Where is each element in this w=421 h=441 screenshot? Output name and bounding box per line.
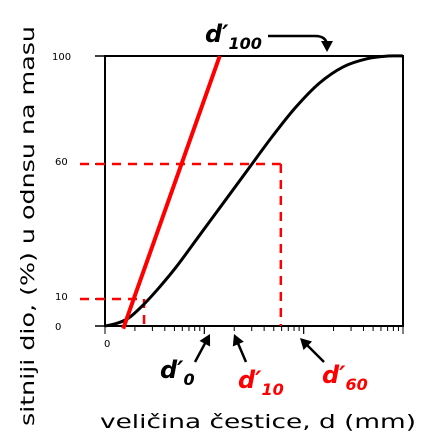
annotation-arrowhead-60 — [300, 338, 313, 351]
annotation-label-100: d′100 — [205, 20, 262, 53]
annotation-d-60: d′60 — [300, 338, 368, 394]
y-tick-label-100: 100 — [52, 52, 71, 63]
annotation-d-0: d′0 — [160, 334, 211, 389]
annotation-arrow-100 — [268, 34, 329, 47]
y-tick-label-60: 60 — [55, 157, 68, 168]
y-tick-label-10: 10 — [55, 292, 68, 303]
y-tick-label-0: 0 — [55, 322, 61, 333]
grading-curve — [104, 54, 404, 328]
x-minor-ticks — [95, 55, 404, 334]
x-tick-label-0: 0 — [104, 339, 110, 350]
annotation-label-0: d′0 — [160, 356, 195, 389]
plot-frame — [104, 55, 404, 327]
annotation-label-10: d′10 — [238, 366, 284, 399]
x-axis-title: veličina čestice, d (mm) — [100, 411, 416, 433]
tangent-line — [121, 55, 222, 330]
y-axis-title: sitniji dio, (%) u odnsu na masu — [17, 26, 39, 426]
annotation-d-10: d′10 — [232, 334, 284, 399]
series-layer — [104, 54, 404, 330]
annotation-arrowhead-0 — [199, 334, 211, 347]
annotation-arrowhead-10 — [232, 334, 244, 347]
annotation-d-100: d′100 — [205, 20, 333, 53]
annotation-arrowhead-100 — [321, 41, 333, 52]
annotation-label-60: d′60 — [322, 361, 368, 394]
annotations: d′100 d′0 d′10 d′60 — [160, 20, 368, 399]
dashed-guides — [80, 162, 283, 326]
